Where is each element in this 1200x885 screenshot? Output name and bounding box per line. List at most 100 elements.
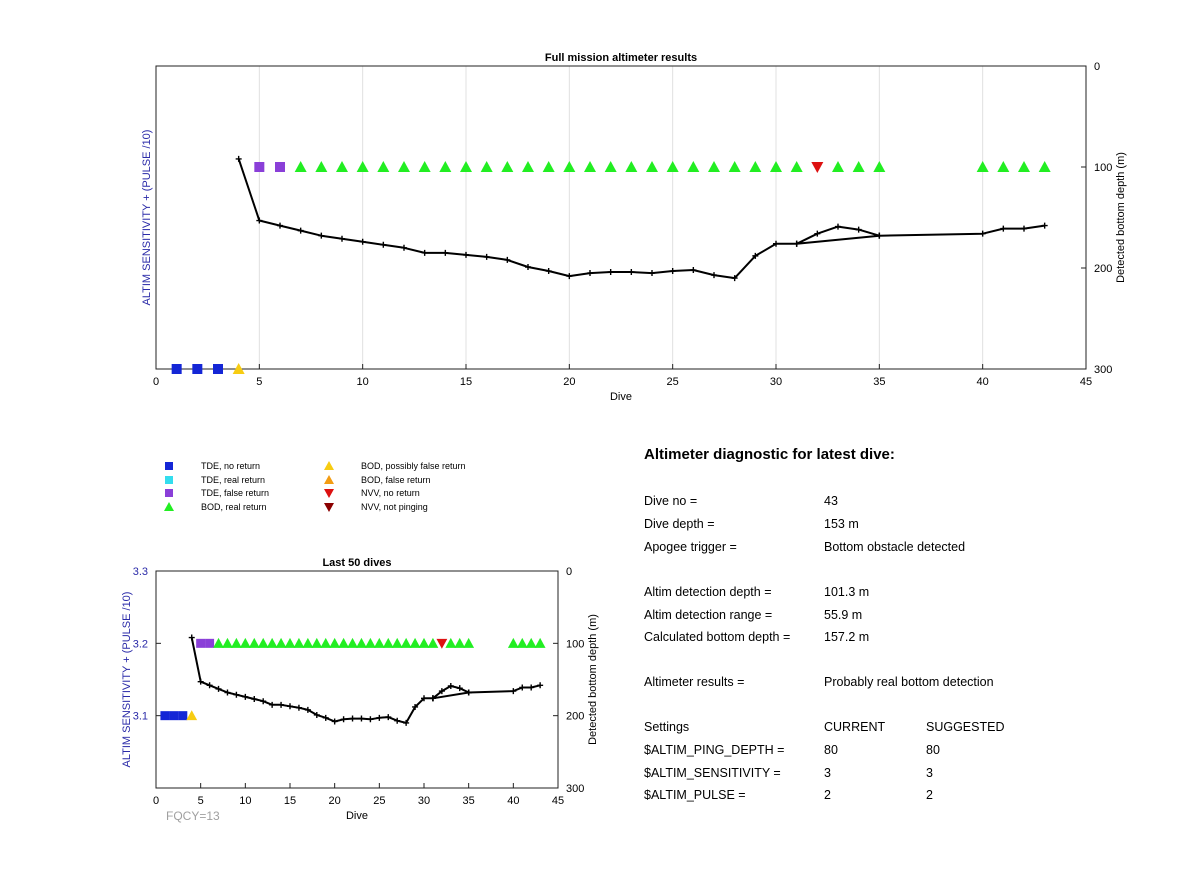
depth-point	[295, 704, 302, 711]
marker-dive-40	[507, 637, 519, 648]
legend-tde-no-return-icon	[165, 462, 173, 470]
depth-point	[669, 268, 676, 275]
x-tick-label: 0	[153, 376, 159, 388]
depth-point	[260, 698, 267, 705]
marker-dive-7	[213, 637, 224, 648]
depth-point	[359, 238, 366, 245]
marker-dive-25	[373, 637, 385, 648]
marker-dive-10	[356, 161, 369, 172]
marker-dive-19	[542, 161, 555, 172]
depth-point	[456, 685, 463, 692]
marker-dive-8	[222, 637, 233, 648]
x-tick-label: 5	[198, 795, 204, 807]
legend-label: NVV, no return	[361, 488, 420, 498]
depth-point	[690, 267, 697, 274]
legend-label: NVV, not pinging	[361, 502, 428, 512]
x-tick-label: 35	[463, 795, 475, 807]
marker-dive-11	[377, 161, 390, 172]
x-tick-label: 40	[977, 376, 989, 388]
right-tick-label: 300	[566, 783, 584, 795]
marker-dive-8	[315, 161, 328, 172]
depth-point	[380, 241, 387, 248]
depth-point	[545, 268, 552, 275]
marker-dive-3	[213, 364, 223, 374]
legend-label: BOD, real return	[201, 502, 267, 512]
legend-bod-false-return-icon	[324, 475, 334, 484]
legend-label: BOD, false return	[361, 475, 431, 485]
depth-point	[318, 232, 325, 239]
marker-dive-42	[525, 637, 537, 648]
depth-point	[1021, 225, 1027, 232]
depth-point	[269, 701, 276, 708]
x-tick-label: 0	[153, 795, 159, 807]
depth-point	[339, 235, 345, 242]
depth-point	[206, 682, 213, 689]
chart-title: Full mission altimeter results	[545, 52, 697, 64]
depth-point	[628, 269, 635, 276]
marker-dive-32	[436, 638, 448, 649]
marker-dive-33	[832, 161, 844, 172]
marker-dive-15	[284, 637, 296, 648]
legend-tde-real-return-icon	[165, 476, 173, 484]
depth-point	[256, 217, 263, 224]
marker-dive-28	[400, 637, 412, 648]
marker-dive-1	[160, 711, 170, 721]
depth-point	[814, 230, 821, 237]
depth-point	[504, 256, 511, 263]
marker-dive-41	[997, 161, 1010, 172]
right-tick-label: 100	[1094, 162, 1112, 174]
x-tick-label: 45	[552, 795, 564, 807]
depth-point	[322, 714, 329, 721]
depth-point	[421, 249, 428, 256]
right-tick-label: 200	[566, 711, 584, 723]
plot-frame	[155, 65, 1087, 370]
marker-dive-35	[463, 637, 475, 648]
depth-point	[215, 685, 222, 692]
marker-dive-40	[976, 161, 989, 172]
chart-title: Last 50 dives	[322, 557, 391, 569]
legend-label: TDE, real return	[201, 475, 265, 485]
marker-dive-19	[320, 637, 332, 648]
marker-dive-18	[522, 161, 534, 172]
marker-dive-1	[171, 364, 182, 374]
marker-dive-28	[728, 161, 741, 172]
marker-dive-13	[418, 161, 431, 172]
depth-point	[188, 634, 195, 641]
marker-dive-4	[232, 363, 245, 374]
marker-dive-17	[302, 637, 314, 648]
depth-point	[566, 273, 573, 280]
depth-point	[649, 270, 655, 277]
depth-point	[835, 223, 841, 230]
marker-dive-35	[873, 161, 886, 172]
x-axis-label: Dive	[610, 391, 632, 403]
depth-point	[242, 693, 249, 700]
marker-dive-42	[1018, 161, 1030, 172]
depth-point	[510, 688, 517, 695]
marker-dive-31	[790, 161, 803, 172]
right-tick-label: 0	[566, 566, 572, 578]
marker-dive-4	[186, 710, 198, 721]
legend-nvv-not-pinging-icon	[324, 503, 334, 512]
plot-frame	[155, 570, 559, 789]
x-axis-label: Dive	[346, 810, 368, 822]
marker-dive-34	[454, 637, 466, 648]
marker-dive-24	[365, 637, 376, 648]
marker-dive-27	[708, 161, 720, 172]
depth-point	[1041, 222, 1048, 229]
depth-point	[537, 682, 544, 689]
marker-dive-33	[445, 637, 457, 648]
marker-dive-16	[480, 161, 493, 172]
depth-point	[1000, 225, 1007, 232]
marker-dive-43	[1038, 161, 1051, 172]
right-axis-label: Detected bottom depth (m)	[1115, 152, 1127, 283]
marker-dive-21	[584, 161, 596, 172]
x-tick-label: 10	[357, 376, 369, 388]
right-tick-label: 300	[1094, 364, 1112, 376]
marker-dive-23	[356, 637, 367, 648]
legend-label: BOD, possibly false return	[361, 461, 466, 471]
right-tick-label: 0	[1094, 61, 1100, 73]
marker-dive-15	[460, 161, 472, 172]
depth-point	[403, 719, 410, 726]
right-tick-label: 100	[566, 638, 584, 650]
depth-point	[587, 270, 593, 277]
